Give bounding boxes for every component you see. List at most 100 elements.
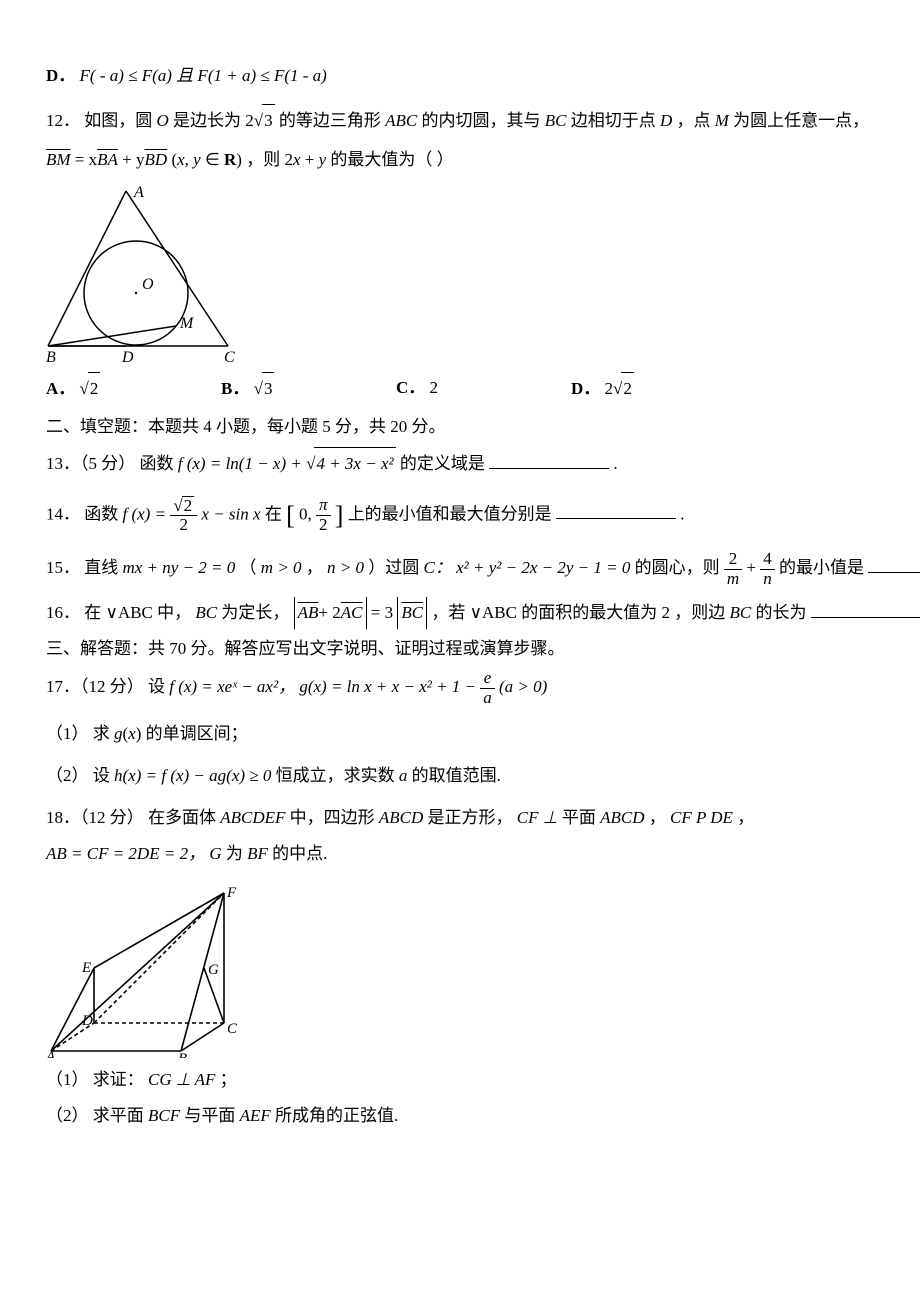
- q18-diagram: ABCDEFG: [46, 883, 246, 1058]
- q15-blank: [868, 555, 920, 573]
- q17-p1: （1） 求 g(x) 的单调区间；: [46, 718, 920, 750]
- q12-opt-a-val: 2: [88, 372, 101, 405]
- q15-line: mx + ny − 2 = 0: [123, 558, 236, 577]
- q16: 16． 在 ∨ABC 中， BC 为定长， AB+ 2AC = 3 BC ，若 …: [46, 597, 920, 629]
- q16-blank: [811, 600, 920, 618]
- q16-bc2: BC: [729, 603, 751, 622]
- q12-opt-a: A． √2: [46, 372, 221, 405]
- lbracket-icon: [: [286, 501, 295, 530]
- q18-l2: AB = CF = 2DE = 2， G 为 BF 的中点.: [46, 838, 920, 870]
- q14-b: 在: [265, 504, 282, 523]
- q12-opt-d-label: D．: [571, 379, 600, 398]
- q12-opt-b-label: B．: [221, 379, 249, 398]
- q18-p1: （1） 求证： CG ⊥ AF ；: [46, 1064, 920, 1096]
- q12-end: 的最大值为（ ）: [330, 150, 453, 169]
- q16-d: ，若: [431, 603, 465, 622]
- q17-hx: h(x) = f (x) − ag(x) ≥ 0: [114, 766, 271, 785]
- q13-blank: [489, 451, 609, 469]
- q16-lhs: AB+ 2AC: [294, 597, 367, 629]
- q12-t7: 为圆上任意一点，: [733, 111, 869, 130]
- q12-opt-c-val: 2: [430, 378, 439, 397]
- q13-end: .: [613, 454, 617, 473]
- svg-text:D: D: [121, 349, 134, 366]
- q17-p2c: 的取值范围.: [412, 766, 501, 785]
- q15-c: ，: [306, 558, 323, 577]
- q14-pi2: π2: [316, 496, 331, 534]
- q12-opt-b-val: 3: [262, 372, 275, 405]
- q18-poly: ABCDEF: [220, 808, 285, 827]
- q15-f1: 2m: [724, 550, 742, 588]
- q18-l2c: 的中点.: [272, 844, 327, 863]
- q18-p1a: 求证：: [93, 1070, 144, 1089]
- q15-f2: 4n: [760, 550, 775, 588]
- q18-comma: ，: [737, 808, 754, 827]
- q12-r3: 3: [262, 104, 275, 137]
- q15-clab: C：: [424, 558, 452, 577]
- q12-t6: ，点: [677, 111, 711, 130]
- q13-label: 13．（5 分）: [46, 454, 135, 473]
- q12-diagram-wrap: ABCDMO: [46, 186, 920, 366]
- q14-a: 函数: [84, 504, 118, 523]
- q15: 15． 直线 mx + ny − 2 = 0 （ m > 0 ， n > 0 ）…: [46, 550, 920, 588]
- q17-p2: （2） 设 h(x) = f (x) − ag(x) ≥ 0 恒成立，求实数 a…: [46, 760, 920, 792]
- q13-b: 的定义域是: [400, 454, 485, 473]
- q14-label: 14．: [46, 504, 80, 523]
- q16-max: 2: [661, 603, 670, 622]
- q18-p1-label: （1）: [46, 1070, 89, 1089]
- q15-circle: x² + y² − 2x − 2y − 1 = 0: [456, 558, 630, 577]
- q18-a: 在多面体: [148, 808, 220, 827]
- q18-diagram-wrap: ABCDEFG: [46, 883, 920, 1058]
- svg-text:C: C: [224, 349, 235, 366]
- svg-text:F: F: [226, 885, 237, 901]
- q12-t3: 的等边三角形: [279, 111, 381, 130]
- q16-c: 为定长，: [221, 603, 289, 622]
- q18-l2b: 为: [226, 844, 247, 863]
- svg-text:G: G: [208, 962, 219, 978]
- q12-diagram: ABCDMO: [46, 186, 236, 366]
- q12-options: A． √2 B． √3 C． 2 D． 2√2: [46, 372, 920, 405]
- q16-e: 的面积的最大值为: [521, 603, 657, 622]
- q12-t4: 的内切圆，其与: [421, 111, 540, 130]
- q14-c: 上的最小值和最大值分别是: [348, 504, 552, 523]
- svg-text:A: A: [133, 186, 144, 201]
- q12-D: D: [660, 111, 672, 130]
- q18-BF: BF: [247, 844, 268, 863]
- q18-b: 中，四边形: [290, 808, 379, 827]
- svg-text:D: D: [81, 1013, 93, 1029]
- q16-a: 在: [84, 603, 101, 622]
- rbracket-icon: ]: [335, 501, 344, 530]
- q18-label: 18．（12 分）: [46, 808, 144, 827]
- q12-line2: BM = xBA + yBD (x, y ∈ R) ，则 2x + y 的最大值…: [46, 144, 920, 176]
- q15-a: 直线: [84, 558, 118, 577]
- q12-opt-c: C． 2: [396, 372, 571, 405]
- q12-plus: + y: [122, 150, 144, 169]
- q18-p2: （2） 求平面 BCF 与平面 AEF 所成角的正弦值.: [46, 1100, 920, 1132]
- section-2-header: 二、填空题：本题共 4 小题，每小题 5 分，共 20 分。: [46, 411, 920, 443]
- q14: 14． 函数 f (x) = √2 2 x − sin x 在 [ 0, π2 …: [46, 491, 920, 540]
- q12-opt-d: D． 2√2: [571, 372, 634, 405]
- q16-f: ，则边: [674, 603, 725, 622]
- opt-d-label: D．: [46, 66, 75, 85]
- q12-opt-b: B． √3: [221, 372, 396, 405]
- q12-2xy: 2x + y: [284, 150, 326, 169]
- q13-a: 函数: [140, 454, 178, 473]
- svg-text:B: B: [178, 1051, 187, 1058]
- q12-then: ，则: [246, 150, 280, 169]
- sec2-text: 二、填空题：本题共 4 小题，每小题 5 分，共 20 分。: [46, 417, 446, 436]
- q17: 17．（12 分） 设 f (x) = xeˣ − ax²， g(x) = ln…: [46, 669, 920, 707]
- q18-p2-text: 求平面 BCF 与平面 AEF 所成角的正弦值.: [93, 1106, 399, 1125]
- q15-n0: n > 0: [327, 558, 364, 577]
- q12-bd: BD: [145, 150, 168, 169]
- q12-bm: BM: [46, 150, 71, 169]
- q15-m0: m > 0: [261, 558, 302, 577]
- q14-fx: f (x) =: [123, 504, 171, 523]
- q18-plane: ABCD: [600, 808, 644, 827]
- q16-b: 中，: [157, 603, 191, 622]
- q12-t5: 边相切于点: [571, 111, 656, 130]
- q17-fx: f (x) = xeˣ − ax²，: [169, 677, 295, 696]
- q12-bc: BC: [545, 111, 567, 130]
- svg-text:B: B: [46, 349, 56, 366]
- prev-option-d: D． F( - a) ≤ F(a) 且 F(1 + a) ≤ F(1 - a): [46, 60, 920, 92]
- q12-label: 12．: [46, 111, 80, 130]
- q14-end: .: [680, 504, 684, 523]
